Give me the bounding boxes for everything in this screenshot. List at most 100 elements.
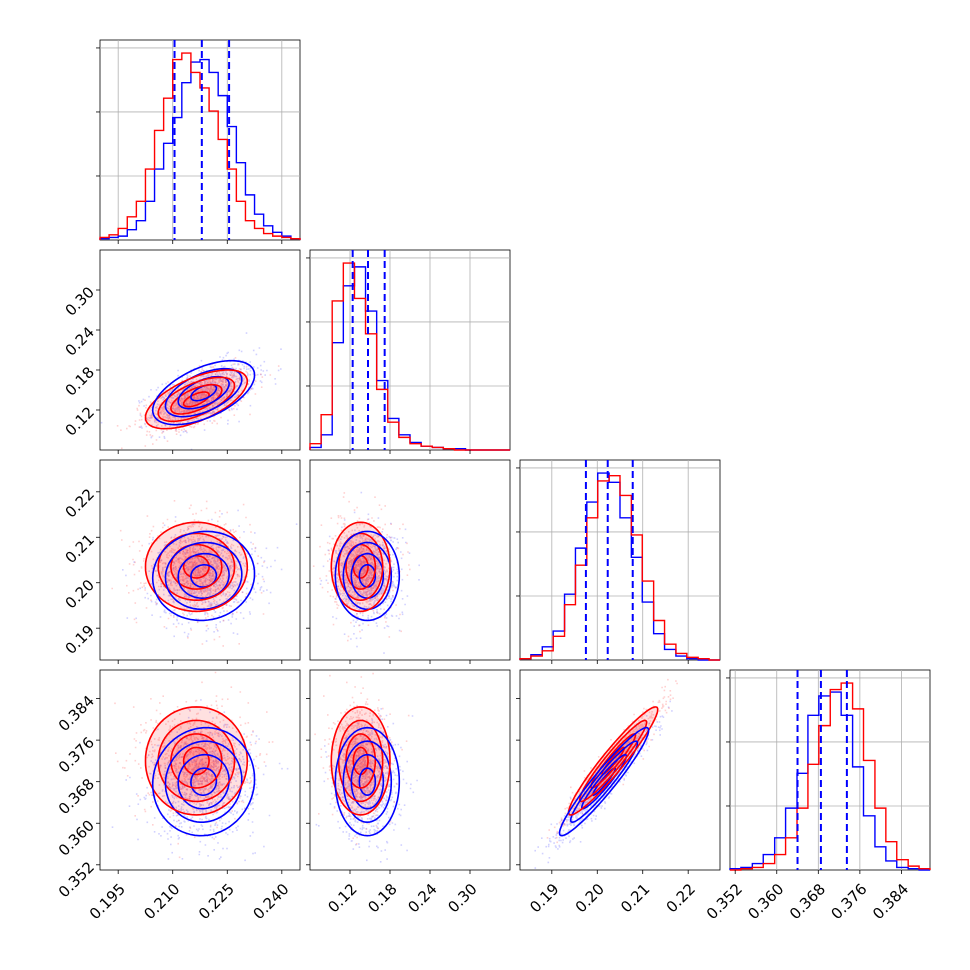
density-fill-red (579, 720, 647, 802)
scatter-points-red (314, 672, 410, 845)
x-tick-label: 0.360 (744, 880, 787, 923)
histogram-red (519, 475, 720, 661)
panel-frame (309, 459, 511, 661)
x-tick-label: 0.22 (663, 880, 699, 916)
pair-panel-1-0 (96, 249, 301, 454)
contour-red (337, 719, 384, 803)
y-tick-label: 0.19 (62, 621, 98, 657)
contour-blue (569, 740, 639, 824)
x-tick-label: 0.368 (786, 880, 829, 923)
scatter-points-blue (100, 332, 282, 450)
marginal-panel-2 (516, 459, 721, 664)
panel-frame (519, 669, 721, 871)
x-tick-label: 0.24 (404, 880, 440, 916)
y-tick-label: 0.30 (62, 283, 98, 319)
density-fill-red (346, 733, 376, 788)
density-fill-red (158, 377, 235, 422)
contour-red (157, 532, 236, 602)
histogram-red (99, 52, 301, 240)
contour-blue (358, 767, 377, 797)
histogram-blue (99, 58, 301, 240)
panel-background (100, 250, 300, 450)
pair-panel-3-0 (96, 669, 301, 874)
contour-red (330, 521, 391, 613)
contour-red (144, 521, 249, 613)
y-tick-label: 0.368 (55, 775, 98, 818)
histogram-blue (309, 266, 510, 451)
panel-frame (99, 39, 301, 241)
scatter-points-red (116, 357, 280, 450)
density-fill-red (183, 392, 210, 407)
x-tick-label: 0.210 (140, 880, 183, 923)
panel-background (100, 670, 300, 870)
x-tick-label: 0.18 (364, 880, 400, 916)
contour-red (170, 543, 223, 590)
histogram-red (730, 682, 931, 871)
scatter-points-blue (111, 699, 289, 862)
panel-content (111, 500, 298, 647)
y-tick-label: 0.384 (55, 692, 98, 735)
density-fill-red (158, 720, 235, 802)
pair-panel-2-0 (96, 459, 301, 664)
scatter-points-blue (319, 491, 420, 654)
contour-red (170, 733, 223, 789)
contour-red (144, 706, 249, 816)
y-tick-label: 0.22 (62, 485, 98, 521)
y-tick-label: 0.360 (55, 817, 98, 860)
contour-red (578, 719, 648, 803)
contour-red (337, 532, 384, 602)
contour-blue (350, 753, 385, 810)
panel-frame (99, 249, 301, 451)
scatter-points-red (312, 492, 411, 642)
panel-frame (99, 669, 301, 871)
contour-blue (558, 726, 650, 837)
marginal-panel-1 (306, 249, 511, 454)
panel-content (534, 678, 678, 869)
histogram-red (309, 262, 510, 451)
contour-blue (350, 552, 385, 600)
contour-blue (151, 726, 256, 837)
panel-content (111, 671, 289, 862)
scatter-points-blue (122, 509, 298, 642)
x-tick-label: 0.225 (195, 880, 238, 923)
pair-panel-2-1 (306, 459, 511, 664)
density-fill-red (346, 544, 376, 590)
y-tick-label: 0.12 (62, 403, 98, 439)
contour-blue (334, 726, 401, 837)
x-tick-label: 0.30 (444, 880, 480, 916)
contour-blue (177, 753, 230, 810)
x-tick-label: 0.384 (869, 880, 912, 923)
y-tick-label: 0.18 (62, 363, 98, 399)
pair-panel-3-2 (516, 669, 721, 874)
contour-blue (334, 530, 401, 622)
panel-content (100, 332, 282, 450)
contour-red (345, 543, 377, 590)
contour-red (352, 746, 369, 776)
contour-red (182, 554, 210, 579)
contour-blue (342, 541, 393, 611)
density-fill-red (145, 706, 248, 815)
contour-blue (164, 740, 243, 823)
panel-background (310, 460, 510, 660)
y-tick-label: 0.24 (62, 323, 98, 359)
contour-blue (358, 564, 377, 588)
panel-content (312, 491, 420, 654)
density-fill-red (331, 706, 390, 815)
panel-frame (309, 249, 511, 451)
y-tick-label: 0.352 (55, 858, 98, 901)
x-tick-label: 0.240 (249, 880, 292, 923)
scatter-points-red (111, 500, 265, 647)
contour-blue (190, 767, 218, 796)
x-tick-label: 0.195 (86, 880, 129, 923)
contour-blue (177, 375, 230, 410)
x-tick-label: 0.20 (572, 880, 608, 916)
density-fill-red (353, 555, 368, 578)
contour-blue (164, 367, 243, 418)
contour-red (330, 706, 391, 816)
panel-content (314, 672, 418, 863)
x-tick-label: 0.12 (324, 880, 360, 916)
panel-background (310, 670, 510, 870)
y-tick-label: 0.21 (62, 531, 98, 567)
x-tick-label: 0.352 (703, 880, 746, 923)
contour-blue (151, 359, 256, 426)
